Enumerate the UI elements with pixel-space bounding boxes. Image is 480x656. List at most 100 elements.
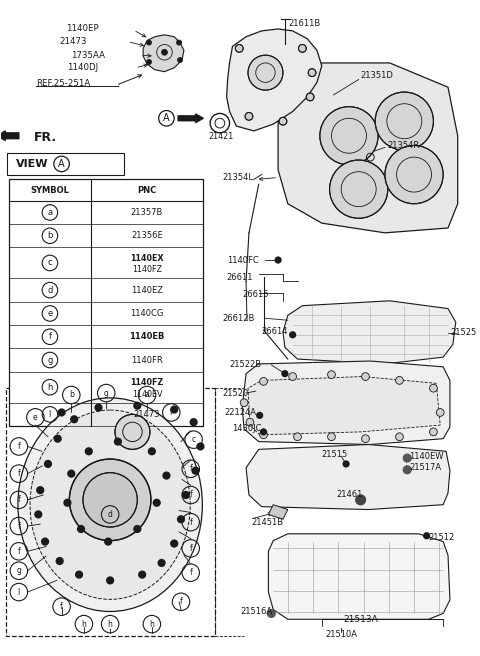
Circle shape: [139, 571, 145, 578]
Text: a: a: [48, 208, 52, 217]
Circle shape: [56, 558, 63, 564]
Circle shape: [260, 431, 267, 439]
Text: f: f: [17, 547, 20, 556]
Text: 21357B: 21357B: [131, 208, 163, 217]
Circle shape: [171, 406, 178, 413]
Circle shape: [54, 436, 61, 442]
Circle shape: [248, 55, 283, 90]
Text: 26611: 26611: [227, 273, 253, 282]
Text: 21421: 21421: [208, 133, 233, 141]
Text: g: g: [16, 566, 21, 575]
Circle shape: [177, 40, 181, 45]
Text: 1140FR: 1140FR: [131, 356, 163, 365]
Circle shape: [294, 433, 301, 441]
Text: 1140FZ: 1140FZ: [131, 378, 164, 387]
Text: A: A: [163, 113, 170, 123]
Text: 1140EV: 1140EV: [132, 390, 162, 399]
Circle shape: [171, 540, 178, 547]
Text: h: h: [82, 620, 86, 628]
Text: h: h: [47, 382, 53, 392]
Circle shape: [279, 117, 287, 125]
Polygon shape: [283, 301, 456, 364]
Text: f: f: [189, 544, 192, 553]
Circle shape: [299, 45, 306, 52]
Circle shape: [430, 428, 437, 436]
Text: 21513A: 21513A: [343, 615, 378, 624]
Circle shape: [105, 538, 111, 545]
Polygon shape: [242, 361, 450, 445]
Text: 21525: 21525: [450, 329, 476, 337]
Text: f: f: [189, 568, 192, 577]
Circle shape: [76, 571, 83, 578]
Circle shape: [71, 416, 78, 422]
Circle shape: [361, 373, 370, 380]
Polygon shape: [268, 534, 450, 619]
Circle shape: [306, 93, 314, 101]
Text: 21517A: 21517A: [409, 463, 441, 472]
Circle shape: [178, 516, 184, 523]
Circle shape: [78, 525, 84, 533]
FancyArrow shape: [0, 131, 19, 140]
Text: e: e: [48, 309, 52, 318]
Circle shape: [245, 112, 253, 120]
Text: SYMBOL: SYMBOL: [31, 186, 70, 195]
Text: 21611B: 21611B: [289, 18, 321, 28]
Circle shape: [328, 433, 336, 441]
Text: 26614: 26614: [262, 327, 288, 337]
Circle shape: [403, 466, 411, 474]
Text: f: f: [170, 408, 173, 417]
Text: 21520: 21520: [223, 388, 249, 398]
Text: REF.25-251A: REF.25-251A: [36, 79, 91, 88]
Ellipse shape: [18, 398, 203, 611]
Circle shape: [134, 525, 141, 533]
Circle shape: [267, 609, 275, 617]
Circle shape: [436, 409, 444, 417]
Circle shape: [361, 435, 370, 443]
Text: 1140FC: 1140FC: [227, 256, 258, 264]
Text: 1140CG: 1140CG: [131, 309, 164, 318]
Circle shape: [235, 45, 243, 52]
Circle shape: [163, 472, 170, 479]
Text: f: f: [60, 602, 63, 611]
Text: f: f: [17, 495, 20, 504]
Text: 1430JC: 1430JC: [232, 424, 262, 434]
Text: h: h: [149, 620, 154, 628]
Circle shape: [261, 429, 266, 435]
Polygon shape: [278, 63, 458, 233]
Circle shape: [320, 107, 378, 165]
Circle shape: [83, 473, 137, 527]
Circle shape: [290, 332, 296, 338]
Circle shape: [162, 49, 168, 55]
Polygon shape: [268, 504, 288, 520]
Circle shape: [328, 371, 336, 379]
Text: 1140EP: 1140EP: [66, 24, 99, 33]
Text: 1140EB: 1140EB: [129, 332, 165, 341]
Text: b: b: [69, 390, 74, 400]
Text: 21473: 21473: [60, 37, 87, 46]
Circle shape: [85, 448, 92, 455]
Circle shape: [257, 413, 263, 419]
Text: l: l: [49, 410, 51, 419]
Text: 21351D: 21351D: [360, 71, 394, 80]
Circle shape: [153, 499, 160, 506]
Text: 21461: 21461: [336, 491, 363, 499]
Text: 21354L: 21354L: [223, 173, 254, 182]
Circle shape: [275, 257, 281, 263]
Circle shape: [330, 160, 388, 218]
Polygon shape: [246, 445, 450, 510]
Text: l: l: [18, 588, 20, 596]
Text: VIEW: VIEW: [16, 159, 48, 169]
Text: f: f: [180, 598, 182, 606]
Text: f: f: [17, 442, 20, 451]
Circle shape: [178, 58, 182, 62]
Text: 21473: 21473: [134, 410, 160, 419]
Circle shape: [158, 560, 165, 566]
Circle shape: [282, 371, 288, 377]
Text: 21510A: 21510A: [325, 630, 357, 640]
Text: FR.: FR.: [34, 131, 57, 144]
Text: 1735AA: 1735AA: [72, 51, 105, 60]
Circle shape: [192, 467, 199, 474]
Circle shape: [115, 438, 121, 445]
Circle shape: [69, 459, 151, 541]
Text: b: b: [47, 232, 53, 240]
